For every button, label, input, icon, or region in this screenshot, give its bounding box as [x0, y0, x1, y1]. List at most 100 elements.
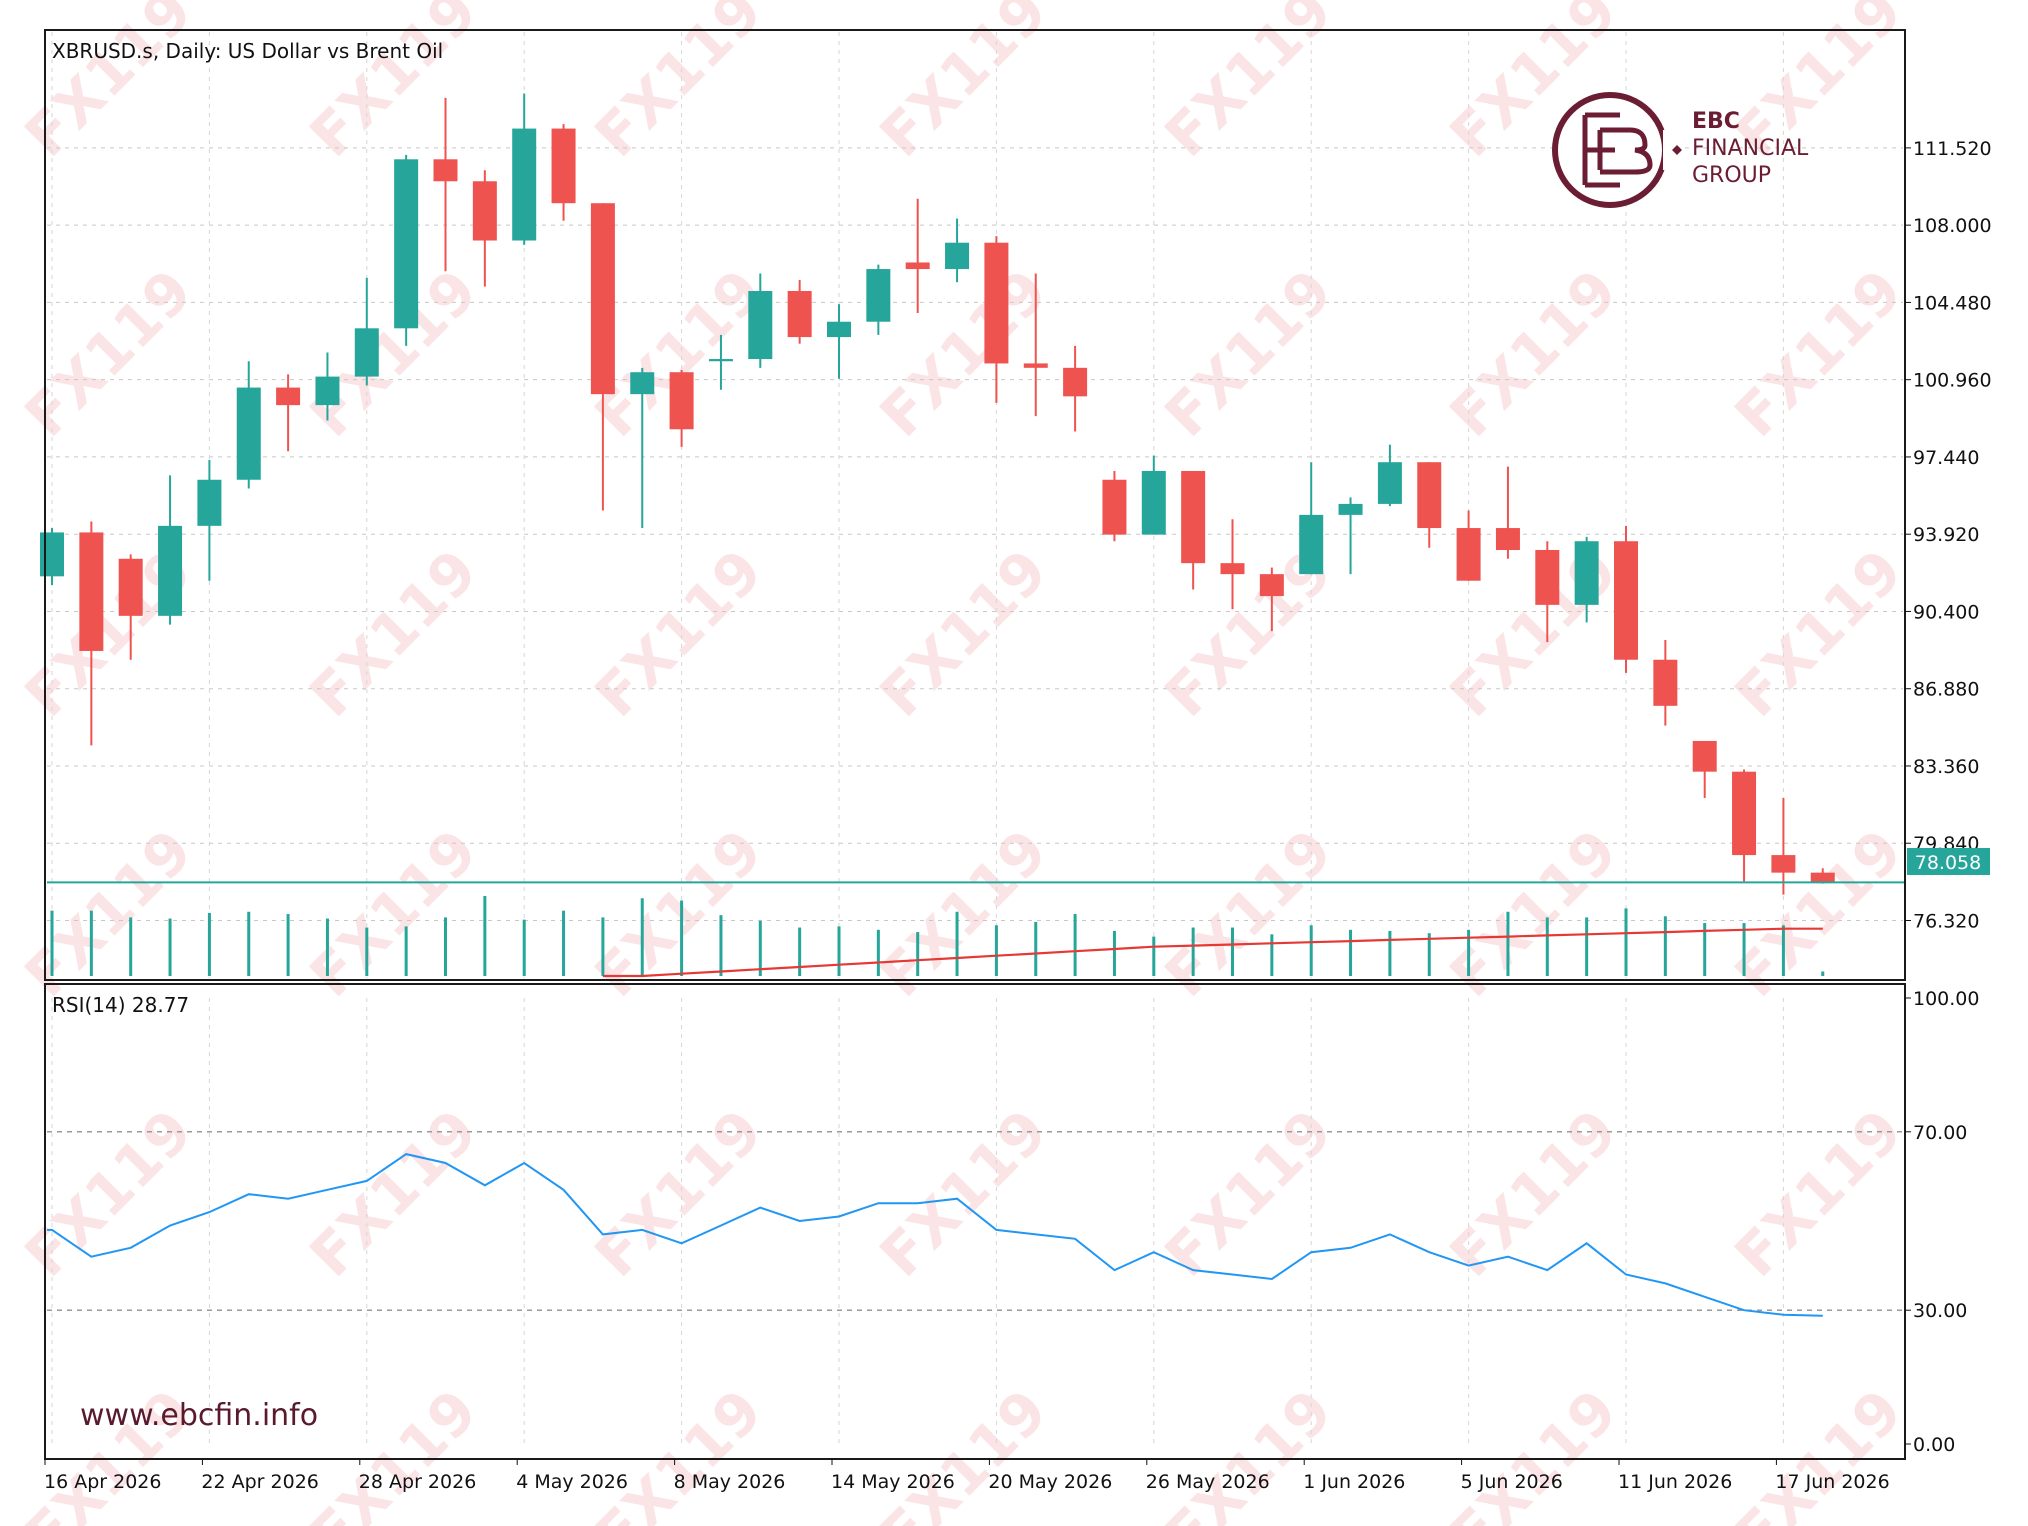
volume-bar: [89, 910, 93, 976]
candle: [1771, 798, 1796, 895]
candle-body: [1456, 528, 1481, 581]
price-panel-frame: [44, 29, 1906, 981]
candle: [1574, 536, 1599, 623]
volume-bar: [522, 919, 526, 976]
website-url: www.ebcfin.info: [80, 1398, 318, 1433]
volume-bar: [1309, 925, 1313, 976]
candle-body: [669, 372, 694, 430]
candle-body: [1614, 541, 1638, 660]
volume-bar: [1191, 927, 1195, 976]
candle-body: [354, 328, 379, 377]
candle-body: [1377, 462, 1402, 504]
volume-bar: [1703, 923, 1707, 976]
candle-body: [433, 159, 458, 182]
candle-body: [1417, 462, 1442, 529]
candle-body: [1732, 771, 1757, 856]
volume-bar: [640, 898, 644, 976]
volume-bar: [837, 926, 841, 976]
volume-bar: [994, 925, 998, 976]
rsi-tick-label: 30.00: [1913, 1300, 1967, 1322]
rsi-panel-frame: [44, 983, 1906, 1460]
volume-bar: [1034, 921, 1038, 976]
volume-bar: [1073, 914, 1077, 976]
candle: [1299, 462, 1324, 575]
candle-body: [197, 479, 222, 526]
candle: [1456, 510, 1481, 581]
rsi-tick-label: 70.00: [1913, 1122, 1967, 1144]
date-axis: 16 Apr 2026 22 Apr 2026 28 Apr 2026 4 May 2…: [44, 1459, 1890, 1493]
volume-bar: [1781, 925, 1785, 976]
candle: [1181, 470, 1206, 590]
candle-body: [1102, 479, 1127, 535]
candle: [1614, 525, 1638, 673]
candle-body: [984, 242, 1009, 364]
candle: [354, 277, 379, 386]
volume-bar: [247, 911, 251, 976]
candle: [472, 170, 497, 287]
volume-bar: [1545, 917, 1549, 976]
volume-bar: [129, 917, 133, 976]
date-tick-label: 5 Jun 2026: [1461, 1471, 1563, 1493]
logo-ring-gap: [1663, 130, 1677, 170]
candle-body: [905, 262, 930, 270]
candle: [1653, 639, 1678, 726]
candle-body: [1810, 872, 1835, 883]
candle: [512, 93, 537, 245]
candle: [787, 280, 812, 344]
current-price-tag: [1907, 848, 1990, 875]
price-tick-label: 111.520: [1913, 138, 1992, 160]
brand-line-2: FINANCIAL: [1692, 136, 1809, 161]
volume-bars: [50, 896, 1825, 976]
candle: [394, 154, 419, 346]
candle-body: [1023, 363, 1048, 368]
candle: [1220, 519, 1245, 610]
volume-bar: [1663, 916, 1667, 976]
candle: [1417, 462, 1442, 548]
candle: [748, 273, 773, 368]
volume-bar: [365, 927, 369, 976]
candle: [827, 304, 851, 379]
candle-body: [630, 372, 655, 395]
candle-body: [1495, 528, 1520, 550]
candle-body: [40, 532, 64, 577]
candle: [236, 361, 261, 489]
volume-bar: [601, 917, 605, 976]
volume-bar: [798, 927, 802, 976]
volume-bar: [1112, 930, 1116, 976]
candle: [1338, 497, 1363, 575]
candle: [1377, 444, 1402, 507]
volume-bar: [719, 915, 723, 976]
volume-bar: [1388, 930, 1392, 976]
date-tick-label: 17 Jun 2026: [1775, 1471, 1889, 1493]
date-tick-label: 8 May 2026: [674, 1471, 786, 1493]
rsi-axis: 100.00 70.00 30.00 0.00: [1905, 988, 1979, 1456]
candle-body: [827, 321, 851, 338]
candle: [630, 367, 655, 529]
volume-bar: [444, 917, 447, 976]
candle-body: [512, 128, 537, 241]
price-axis: 111.520 108.000 104.480 100.960 97.440 93.920…: [1905, 138, 1992, 932]
volume-bar: [680, 900, 684, 976]
volume-bar: [1624, 908, 1628, 976]
candle-body: [1338, 503, 1363, 515]
price-tick-label: 86.880: [1913, 679, 1979, 701]
logo-monogram: [1582, 112, 1653, 188]
candle-body: [1692, 740, 1717, 772]
candlesticks: [40, 93, 1835, 895]
candle-body: [276, 387, 301, 406]
price-tick-label: 83.360: [1913, 756, 1979, 778]
candle-body: [1220, 563, 1245, 575]
candle: [1692, 740, 1717, 799]
candle-body: [1063, 367, 1088, 397]
volume-ma-path: [602, 927, 1823, 978]
chart-title: XBRUSD.s, Daily: US Dollar vs Brent Oil: [52, 39, 443, 63]
candle: [669, 370, 694, 447]
price-tick-label: 104.480: [1913, 292, 1992, 314]
price-tick-label: 90.400: [1913, 601, 1979, 623]
candle-body: [236, 387, 261, 480]
candle-body: [118, 558, 143, 616]
candle-body: [315, 376, 340, 406]
rsi-title: RSI(14) 28.77: [52, 993, 189, 1017]
candle: [197, 460, 222, 581]
